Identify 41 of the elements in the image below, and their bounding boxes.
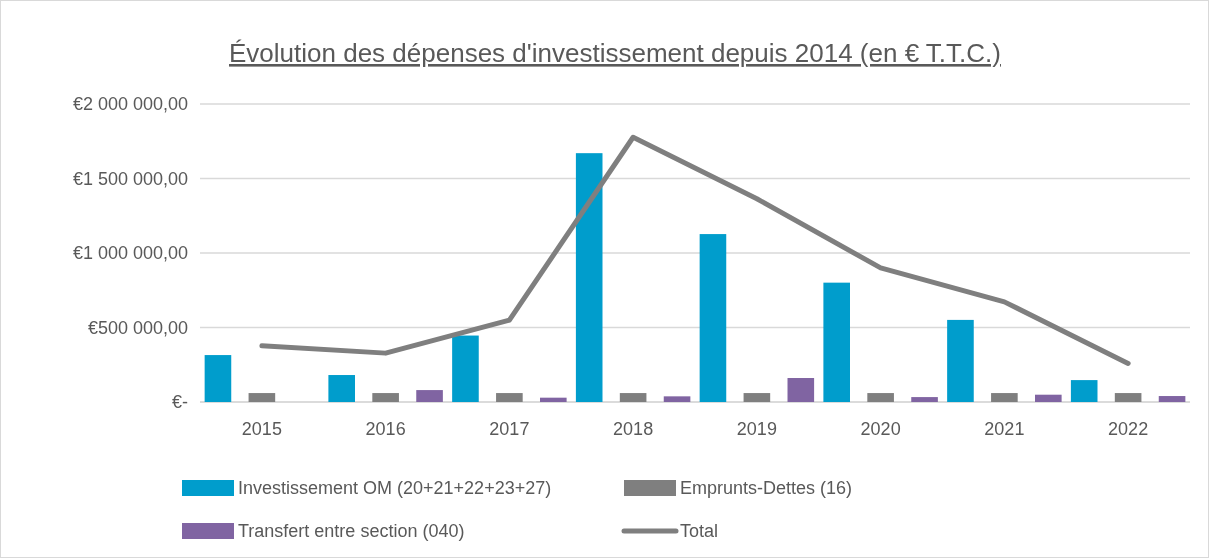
bar bbox=[619, 393, 647, 402]
x-tick-label: 2020 bbox=[860, 419, 901, 439]
x-tick-label: 2019 bbox=[736, 419, 777, 439]
bar bbox=[911, 397, 938, 402]
x-tick-label: 2018 bbox=[613, 419, 654, 439]
bar bbox=[699, 234, 727, 402]
bar bbox=[452, 335, 479, 402]
bar bbox=[663, 396, 691, 402]
x-tick-label: 2015 bbox=[241, 419, 282, 439]
bar bbox=[248, 393, 276, 402]
bar bbox=[867, 393, 894, 402]
y-tick-label: €1 000 000,00 bbox=[72, 243, 188, 264]
x-tick-label: 2022 bbox=[1108, 419, 1149, 439]
bar bbox=[1035, 394, 1062, 402]
legend-label: Investissement OM (20+21+22+23+27) bbox=[238, 478, 552, 499]
bar bbox=[947, 319, 974, 402]
bar bbox=[991, 393, 1018, 402]
legend-label: Emprunts-Dettes (16) bbox=[680, 478, 853, 499]
legend-label: Transfert entre section (040) bbox=[238, 521, 465, 542]
x-tick-label: 2021 bbox=[984, 419, 1025, 439]
chart-title: Évolution des dépenses d'investissement depuis 2014 (en € T.T.C.) bbox=[229, 38, 1001, 68]
bar bbox=[1070, 380, 1098, 402]
bar bbox=[372, 393, 399, 402]
bar bbox=[416, 390, 443, 402]
bar bbox=[328, 375, 355, 402]
y-tick-label: €2 000 000,00 bbox=[72, 94, 188, 115]
bar bbox=[575, 153, 603, 402]
bar bbox=[204, 355, 232, 402]
bar bbox=[1158, 396, 1186, 402]
x-tick-label: 2016 bbox=[365, 419, 406, 439]
legend-label: Total bbox=[680, 521, 719, 542]
bar bbox=[496, 393, 523, 402]
x-tick-label: 2017 bbox=[489, 419, 530, 439]
y-tick-label: €500 000,00 bbox=[87, 317, 188, 338]
bar bbox=[743, 393, 771, 402]
bar bbox=[823, 282, 850, 402]
bar bbox=[787, 378, 815, 402]
bar bbox=[1114, 393, 1142, 402]
y-tick-label: €- bbox=[171, 392, 188, 413]
bar bbox=[540, 397, 567, 402]
y-tick-label: €1 500 000,00 bbox=[72, 168, 188, 189]
